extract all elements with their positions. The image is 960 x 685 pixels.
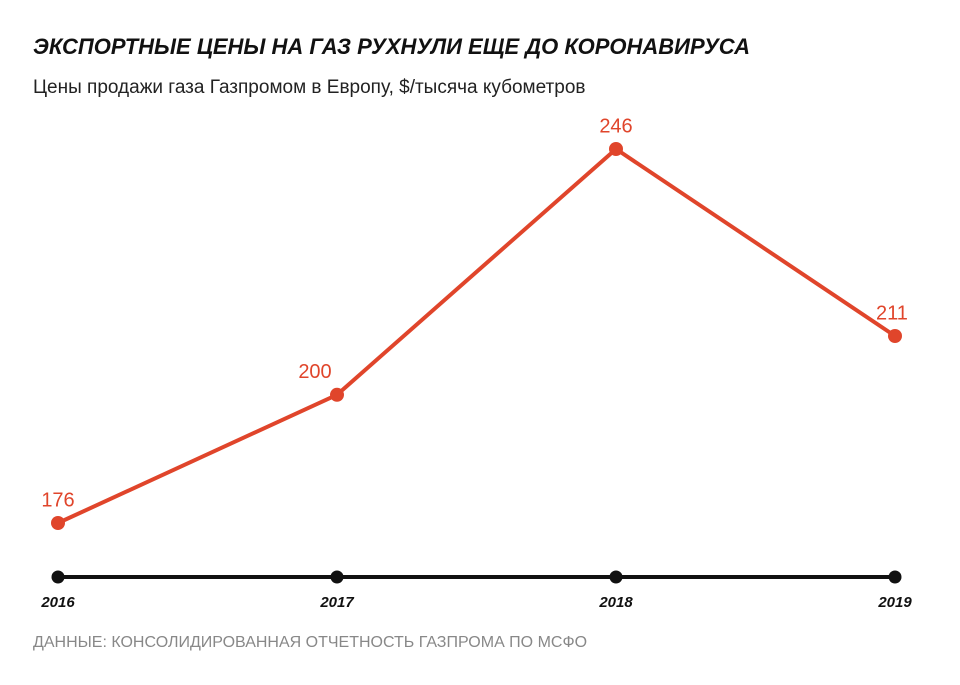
axis-dot — [609, 570, 623, 584]
data-point — [51, 516, 65, 530]
axis-dot — [888, 570, 902, 584]
data-label: 211 — [876, 302, 908, 324]
axis-dot — [51, 570, 65, 584]
source-note: ДАННЫЕ: КОНСОЛИДИРОВАННАЯ ОТЧЕТНОСТЬ ГАЗ… — [33, 634, 587, 651]
data-label: 246 — [599, 115, 632, 137]
data-label: 176 — [41, 489, 74, 511]
x-tick-label: 2019 — [877, 594, 912, 611]
axis-dot — [330, 570, 344, 584]
x-tick-label: 2018 — [598, 594, 633, 611]
data-point — [330, 387, 344, 402]
chart-title: ЭКСПОРТНЫЕ ЦЕНЫ НА ГАЗ РУХНУЛИ ЕЩЕ ДО КО… — [33, 34, 750, 59]
data-point — [609, 142, 623, 156]
chart-subtitle: Цены продажи газа Газпромом в Европу, $/… — [33, 77, 585, 98]
x-tick-label: 2016 — [40, 594, 75, 611]
x-tick-label: 2017 — [319, 594, 354, 611]
data-point — [888, 329, 902, 343]
line-series — [57, 146, 897, 525]
data-label: 200 — [298, 361, 331, 383]
